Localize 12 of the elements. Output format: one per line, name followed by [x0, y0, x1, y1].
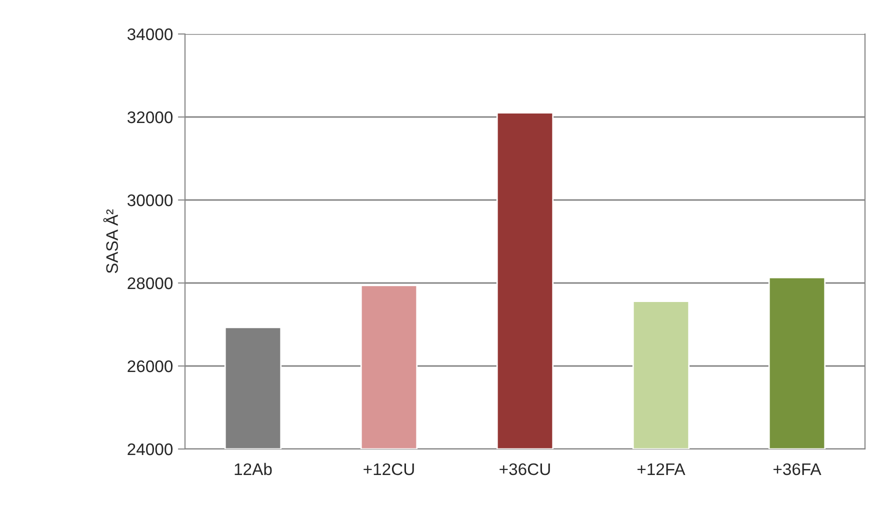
y-tick-label: 26000	[128, 360, 173, 372]
x-tick-label: 12Ab	[234, 462, 272, 476]
y-tick-label: 24000	[128, 443, 173, 456]
y-tick-label: 32000	[127, 111, 173, 124]
x-tick-label: +12FA	[637, 463, 686, 475]
y-tick-label: 28000	[128, 277, 173, 290]
x-tick-label: +12CU	[364, 463, 414, 476]
x-tick-label: +36FA	[773, 463, 822, 476]
y-tick-label: 34000	[127, 28, 173, 40]
y-axis-title: SASA Å²	[103, 209, 118, 274]
x-tick-label: +36CU	[500, 463, 550, 476]
y-tick-label: 30000	[127, 194, 173, 206]
